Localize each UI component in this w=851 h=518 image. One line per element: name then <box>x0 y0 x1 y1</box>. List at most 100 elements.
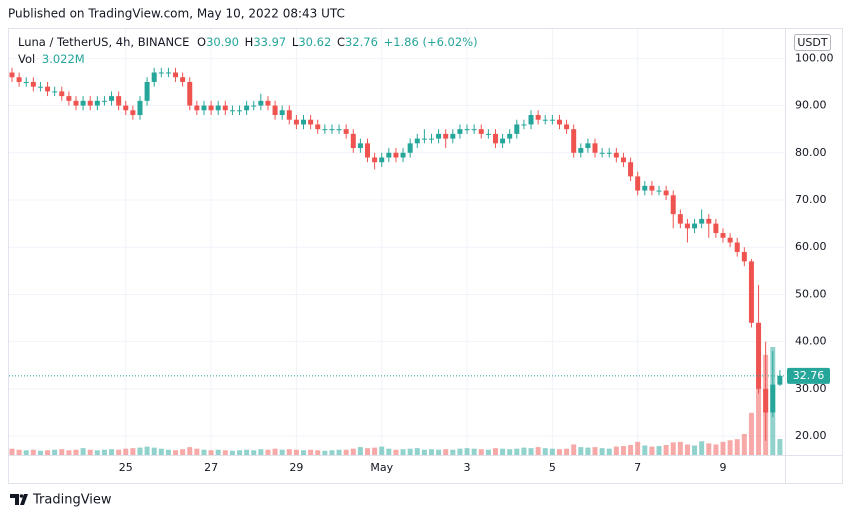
volume-bar <box>109 449 115 455</box>
candle-body <box>556 119 562 125</box>
volume-bar <box>649 446 655 455</box>
candle-body <box>123 105 129 111</box>
axes: 20.00 30.00 40.00 50.00 60.00 70.00 80.00 90.00… <box>9 51 834 474</box>
candle-body <box>59 91 65 97</box>
candle-body <box>37 86 43 88</box>
currency-button[interactable] <box>794 34 831 51</box>
candle-body <box>628 162 634 177</box>
volume-bar <box>414 448 420 455</box>
candle-body <box>315 124 321 130</box>
ohlc-key: L <box>292 35 299 49</box>
candle-body <box>222 105 228 111</box>
candle-body <box>357 143 363 149</box>
candle-body <box>514 124 520 134</box>
candle-body <box>94 100 100 106</box>
candle-body <box>741 251 747 262</box>
x-tick-label: 7 <box>634 461 641 474</box>
volume-bar <box>628 444 634 455</box>
candle-body <box>322 129 328 131</box>
candle-body <box>45 86 51 92</box>
volume-bar <box>713 444 719 455</box>
volume-bar <box>670 442 676 455</box>
candle-body <box>286 110 292 120</box>
volume-bar <box>237 450 243 455</box>
candle-body <box>613 152 619 158</box>
candle-body <box>173 72 179 78</box>
x-tick-label: 3 <box>464 461 471 474</box>
candle-body <box>756 322 762 389</box>
volume-bar <box>158 448 164 455</box>
candle-body <box>471 129 477 131</box>
volume-bar <box>471 448 477 455</box>
currency-label[interactable]: USDT <box>797 36 828 49</box>
volume-bar <box>734 439 740 455</box>
candle-body <box>706 218 712 224</box>
volume-bar <box>251 450 257 455</box>
volume-bar <box>30 449 36 455</box>
candle-body <box>571 129 577 153</box>
volume-bar <box>137 447 143 455</box>
volume-bar <box>428 449 434 455</box>
candle-body <box>73 100 79 106</box>
y-tick-label: 100.00 <box>795 51 834 64</box>
y-tick-label: 80.00 <box>795 146 827 159</box>
x-tick-label: 9 <box>720 461 727 474</box>
candle-body <box>620 157 626 163</box>
candle-body <box>635 176 641 191</box>
candle-body <box>9 72 15 78</box>
candle-body <box>52 91 58 93</box>
candle-body <box>293 119 299 125</box>
candle-body <box>215 105 221 111</box>
candle-body <box>592 143 598 153</box>
volume-bar <box>706 443 712 455</box>
candle-body <box>350 133 356 149</box>
ohlc-value: 33.97 <box>253 35 286 49</box>
volume-bar <box>45 450 51 455</box>
volume-bar <box>165 449 171 455</box>
candle-body <box>66 96 72 101</box>
candle-body <box>450 133 456 139</box>
change: +1.86 (+6.02%) <box>384 35 478 49</box>
volume-bar <box>315 450 321 455</box>
candle-body <box>251 105 257 107</box>
candle-body <box>386 152 392 158</box>
volume-bar <box>741 433 747 455</box>
candle-body <box>265 100 271 106</box>
candles <box>9 67 783 441</box>
volume-bar <box>507 449 513 455</box>
candle-body <box>130 110 136 115</box>
chart-frame <box>8 28 843 484</box>
volume-bar <box>16 449 22 455</box>
volume-bar <box>436 449 442 455</box>
volume-bar <box>450 449 456 455</box>
candle-body <box>478 129 484 134</box>
candle-body <box>343 129 349 134</box>
volume-bar <box>613 446 619 455</box>
candle-body <box>194 105 200 111</box>
candle-body <box>663 190 669 196</box>
candle-body <box>201 105 207 111</box>
candle-body <box>500 138 506 144</box>
candle-body <box>564 124 570 130</box>
volume-bar <box>386 448 392 455</box>
volume-bar <box>748 412 754 455</box>
candle-body <box>87 100 93 106</box>
candle-body <box>414 138 420 144</box>
candle-body <box>606 152 612 154</box>
x-tick-label: 5 <box>549 461 556 474</box>
candle-body <box>656 190 662 192</box>
legend-header: Luna / TetherUS, 4h, BINANCE O30.90 H33.… <box>18 35 478 49</box>
candle-body <box>258 100 264 106</box>
ohlc-key: H <box>245 35 254 49</box>
volume-bar <box>564 448 570 455</box>
volume-bar <box>208 450 214 455</box>
candle-body <box>763 388 769 413</box>
volume-bar <box>308 449 314 455</box>
volume-bar <box>52 449 58 455</box>
candle-body <box>229 110 235 112</box>
last-price-badge <box>787 367 830 384</box>
candle-body <box>777 375 783 385</box>
volume-bar <box>87 449 93 455</box>
volume-bar <box>720 441 726 455</box>
candle-body <box>599 152 605 154</box>
